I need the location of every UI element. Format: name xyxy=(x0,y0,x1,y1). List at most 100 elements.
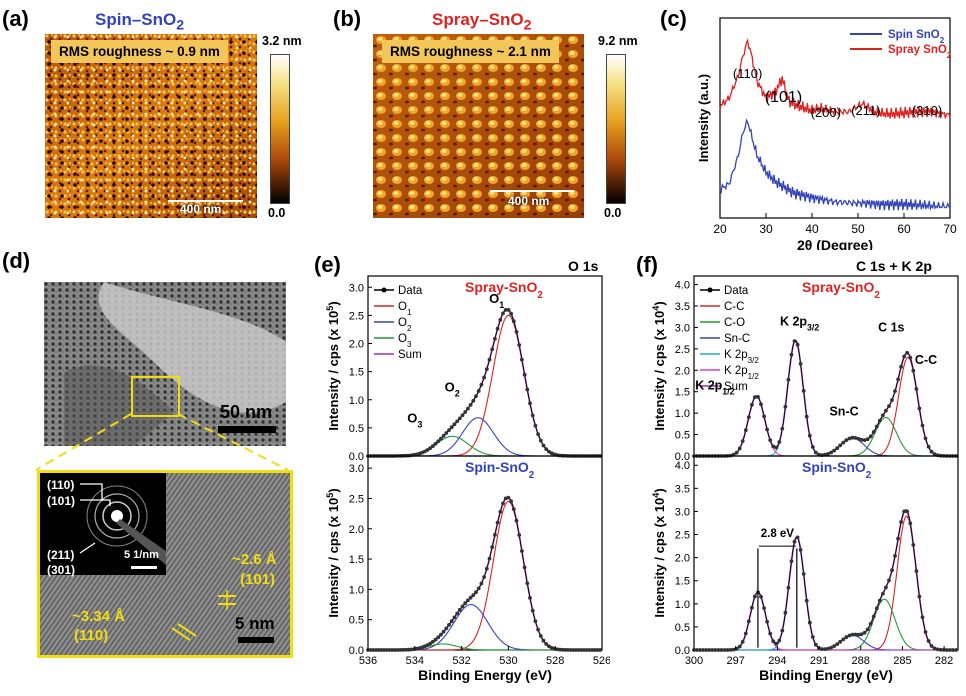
x-tick-label-e: 530 xyxy=(499,655,517,667)
legend-label-f: Sn-C xyxy=(724,333,750,345)
data-point-e xyxy=(425,448,430,452)
data-point-e xyxy=(433,441,438,446)
legend-label-e: O2 xyxy=(398,317,412,333)
data-point-f xyxy=(786,585,791,590)
afm-image-spray xyxy=(373,34,584,218)
data-point-e xyxy=(528,596,532,600)
data-point-e xyxy=(509,499,513,504)
panel-e-label: (e) xyxy=(314,252,341,277)
data-point-e xyxy=(582,648,586,652)
data-point-f xyxy=(929,644,934,648)
data-point-f xyxy=(783,404,788,409)
legend-label-f: K 2p1/2 xyxy=(724,365,759,381)
y-tick-label-f: 1.0 xyxy=(675,599,690,611)
data-point-e xyxy=(565,648,570,652)
panel-c-label: (c) xyxy=(660,6,687,31)
data-point-e xyxy=(471,593,476,597)
sum-envelope-e xyxy=(368,308,602,457)
data-point-f xyxy=(856,436,861,441)
colorbar-a-min: 0.0 xyxy=(268,206,286,220)
data-point-e xyxy=(514,330,519,334)
data-point-f xyxy=(759,402,763,407)
data-point-f xyxy=(740,639,745,644)
y-tick-label-f: 3.5 xyxy=(675,301,690,313)
colorbar-a-max: 3.2 nm xyxy=(262,34,302,48)
data-point-e xyxy=(533,619,538,624)
x-tick-label-c: 70 xyxy=(943,222,957,236)
y-tick-label-e: 2.0 xyxy=(349,339,364,351)
component-O2-e xyxy=(368,603,602,651)
data-point-e xyxy=(476,586,481,591)
data-point-e xyxy=(463,601,468,606)
data-point-f xyxy=(932,452,937,457)
saed-scale-bar xyxy=(131,566,157,569)
data-point-e xyxy=(455,419,459,424)
y-tick-label-f: 0.5 xyxy=(675,622,690,634)
data-point-f xyxy=(835,642,840,646)
data-point-f xyxy=(884,408,888,413)
x-axis-label-c: 2θ (Degree) xyxy=(797,237,873,250)
data-point-f xyxy=(698,648,702,652)
chart-e-o1s: 0.0 0.5 1.0 1.5 2.0 2.5 3.0 Spray-SnO2 0.0 0.5 1.0… xyxy=(325,275,610,683)
data-point-e xyxy=(517,343,522,347)
panel-b-label: (b) xyxy=(333,6,362,31)
data-line-e xyxy=(368,309,602,457)
data-point-f xyxy=(728,648,733,652)
data-point-f xyxy=(795,342,800,347)
data-point-e xyxy=(493,532,497,537)
data-point-e xyxy=(501,501,505,506)
data-point-e xyxy=(444,431,449,435)
data-point-f xyxy=(734,450,739,455)
y-axis-label-e: Intensity / cps (x 105) xyxy=(325,488,341,617)
data-point-f xyxy=(908,355,913,360)
peak-label-c: (310) xyxy=(912,103,942,118)
tem-scale-bar-top xyxy=(218,426,276,433)
data-point-e xyxy=(560,647,565,652)
scale-bar-a xyxy=(168,200,243,202)
saed-pattern xyxy=(40,473,166,575)
component-CO-f xyxy=(694,416,958,457)
data-point-f xyxy=(774,641,779,646)
data-point-f xyxy=(935,647,940,652)
data-point-f xyxy=(795,535,800,540)
data-point-f xyxy=(871,614,876,619)
data-point-e xyxy=(536,627,540,632)
data-point-f xyxy=(716,648,721,652)
component-O3-e xyxy=(368,435,602,457)
data-point-f xyxy=(948,648,952,652)
data-point-f xyxy=(771,639,776,643)
ann-cc: C-C xyxy=(915,353,937,367)
data-point-f xyxy=(868,621,873,626)
data-point-e xyxy=(576,648,581,652)
data-point-f xyxy=(844,438,849,443)
data-point-f xyxy=(765,619,769,624)
y-tick-label-f: 1.5 xyxy=(675,387,690,399)
data-point-f xyxy=(862,438,867,442)
data-point-e xyxy=(390,648,395,652)
data-point-f xyxy=(865,627,870,632)
data-point-e xyxy=(455,611,459,616)
data-point-f xyxy=(810,635,815,639)
data-point-f xyxy=(911,543,916,547)
data-point-e xyxy=(514,518,519,523)
data-point-e xyxy=(536,432,540,436)
data-point-e xyxy=(520,549,524,553)
data-point-f xyxy=(838,639,843,644)
data-point-f xyxy=(780,628,785,633)
x-tick-label-f: 288 xyxy=(852,655,870,667)
data-point-e xyxy=(495,326,500,331)
data-point-e xyxy=(484,367,489,371)
y-tick-label-f: 4.0 xyxy=(675,280,690,292)
data-point-e xyxy=(474,394,478,399)
y-tick-label-f: 4.0 xyxy=(675,460,690,472)
data-point-f xyxy=(954,648,958,652)
data-point-f xyxy=(777,638,782,643)
data-point-e xyxy=(587,648,592,652)
data-point-f xyxy=(746,619,751,624)
data-point-f xyxy=(810,445,815,449)
data-point-f xyxy=(820,647,824,651)
sum-envelope-f xyxy=(694,509,958,651)
legend-label-f: C-O xyxy=(724,317,745,329)
data-point-f xyxy=(704,648,709,652)
data-point-e xyxy=(501,311,505,316)
